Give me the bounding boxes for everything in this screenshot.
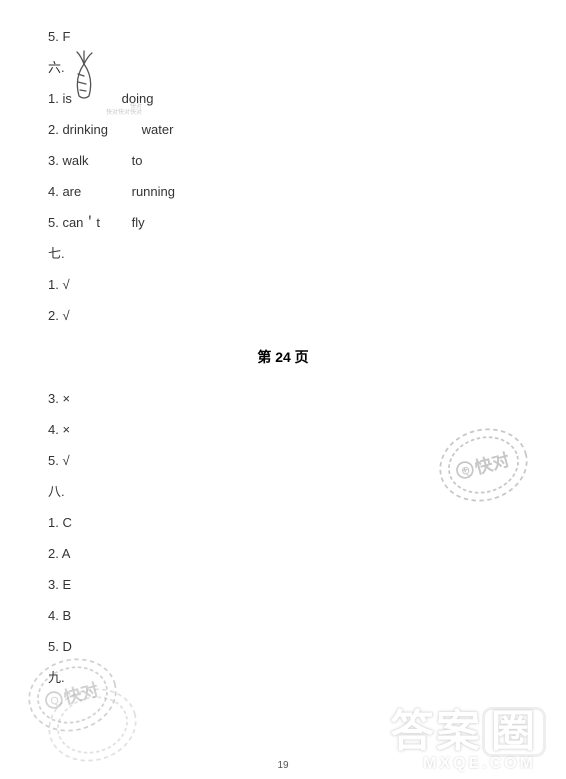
answer-cell: 5. can＇t [48,216,128,229]
answer-line: 5. √ [48,454,518,467]
answer-cell: doing [122,92,154,105]
section-header-7: 七. [48,247,518,260]
page-number: 19 [0,760,566,771]
answer-line: 1. C [48,516,518,529]
answer-line: 4. are running [48,185,518,198]
answer-line: 3. × [48,392,518,405]
answer-line: 3. E [48,578,518,591]
watermark-big: 答案圈 [390,695,546,759]
answer-cell: 3. walk [48,154,128,167]
section-header-8: 八. [48,485,518,498]
answer-line: 1. is doing [48,92,518,105]
answer-line: 1. √ [48,278,518,291]
section-header-6: 六. [48,61,518,74]
answer-line: 2. √ [48,309,518,322]
answer-cell: running [132,185,175,198]
answer-line: 2. A [48,547,518,560]
answer-line: 5. can＇t fly [48,216,518,229]
answer-line: 5. D [48,640,518,653]
answer-cell: water [142,123,174,136]
answer-content: 5. F 六. 1. is doing 2. drinking water 3.… [48,30,518,702]
answer-line: 3. walk to [48,154,518,167]
answer-line: 4. × [48,423,518,436]
answer-line: 2. drinking water [48,123,518,136]
answer-line: 5. F [48,30,518,43]
answer-cell: 1. is [48,92,118,105]
section-header-9: 九. [48,671,518,684]
answer-cell: to [132,154,143,167]
answer-line: 4. B [48,609,518,622]
answer-cell: 4. are [48,185,128,198]
answer-cell: 2. drinking [48,123,138,136]
answer-cell: fly [132,216,145,229]
page-marker: 第 24 页 [48,347,518,367]
